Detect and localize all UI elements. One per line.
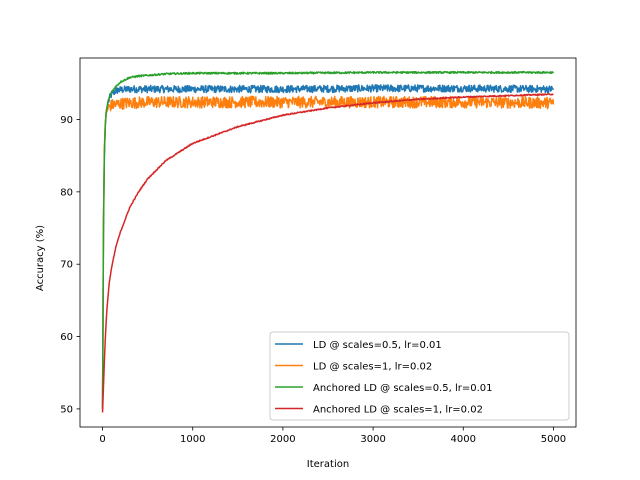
y-tick-label: 70	[60, 260, 73, 271]
x-tick-label: 3000	[360, 434, 385, 445]
axes-layer: 0 1000 2000 3000 4000 5000 50 60 70 80 90	[60, 57, 577, 445]
y-tick-label: 90	[60, 115, 73, 126]
x-tick-label: 2000	[270, 434, 295, 445]
legend: LD @ scales=0.5, lr=0.01 LD @ scales=1, l…	[269, 331, 570, 421]
y-tick-label: 50	[60, 404, 73, 415]
axes-frame	[79, 57, 577, 428]
x-tick-label: 5000	[541, 434, 566, 445]
x-tick-label: 1000	[180, 434, 205, 445]
y-axis-label: Accuracy (%)	[35, 225, 46, 291]
legend-entry-label: LD @ scales=1, lr=0.02	[313, 362, 432, 373]
y-tick-label: 60	[60, 332, 73, 343]
x-tick-label: 4000	[451, 434, 476, 445]
series-layer	[101, 70, 555, 413]
series-line-3	[101, 70, 555, 409]
series-line-4	[101, 93, 554, 413]
legend-entry-label: LD @ scales=0.5, lr=0.01	[313, 340, 442, 351]
legend-box	[269, 331, 570, 421]
legend-entry-label: Anchored LD @ scales=1, lr=0.02	[313, 405, 483, 416]
legend-entry-label: Anchored LD @ scales=0.5, lr=0.01	[313, 383, 492, 394]
x-tick-label: 0	[99, 434, 105, 445]
series-line-2	[101, 95, 555, 409]
x-axis-label: Iteration	[307, 459, 349, 470]
y-tick-label: 80	[60, 187, 73, 198]
series-line-1	[101, 84, 555, 409]
